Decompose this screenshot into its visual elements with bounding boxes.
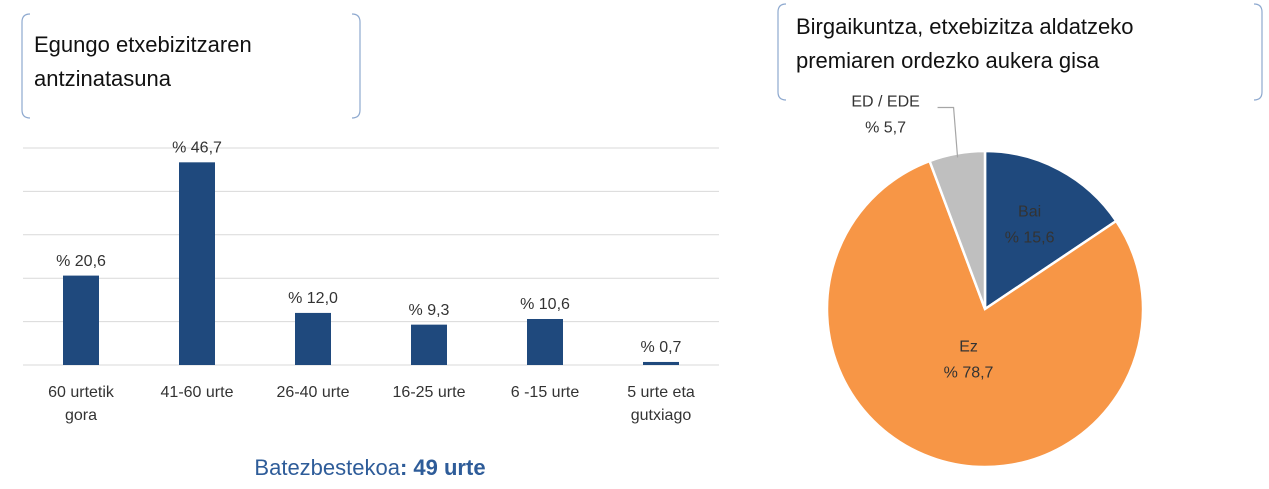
x-tick-label: 41-60 urte [161, 384, 234, 401]
footnote: Batezbestekoa: 49 urte [254, 455, 485, 480]
slice-label: ED / EDE [851, 94, 919, 111]
data-label: % 12,0 [288, 290, 338, 307]
footnote-label: Batezbestekoa [254, 455, 400, 480]
leader-line [937, 106, 959, 158]
footnote-value: : 49 urte [400, 455, 486, 480]
data-label: % 0,7 [641, 339, 682, 356]
pie-slice [983, 149, 1118, 312]
data-label: % 20,6 [56, 253, 106, 270]
x-tick-label: 60 urtetik gora [48, 384, 115, 424]
pie-slice [825, 159, 1145, 469]
bar [179, 162, 215, 365]
x-tick-label: 26-40 urte [277, 384, 350, 401]
bar [295, 312, 331, 365]
bar [643, 361, 679, 365]
slice-value: % 15,6 [1005, 230, 1055, 247]
data-label: % 10,6 [520, 296, 570, 313]
slice-value: % 78,7 [944, 364, 994, 381]
bar [411, 324, 447, 365]
x-tick-label: 6 -15 urte [511, 384, 580, 401]
data-label: % 9,3 [409, 302, 450, 319]
title-frame [21, 13, 361, 119]
title-frame [777, 3, 1263, 101]
slice-value: % 5,7 [865, 120, 906, 137]
bar [527, 318, 563, 365]
bar [63, 275, 99, 365]
slice-label: Ez [959, 338, 978, 355]
slice-label: Bai [1018, 204, 1041, 221]
x-tick-label: 16-25 urte [393, 384, 466, 401]
data-label: % 46,7 [172, 140, 222, 157]
x-tick-label: 5 urte eta gutxiago [627, 384, 695, 424]
chart-title: Egungo etxebizitzaren antzinatasuna [34, 32, 252, 91]
chart-title: Birgaikuntza, etxebizitza aldatzeko premi… [796, 14, 1134, 73]
